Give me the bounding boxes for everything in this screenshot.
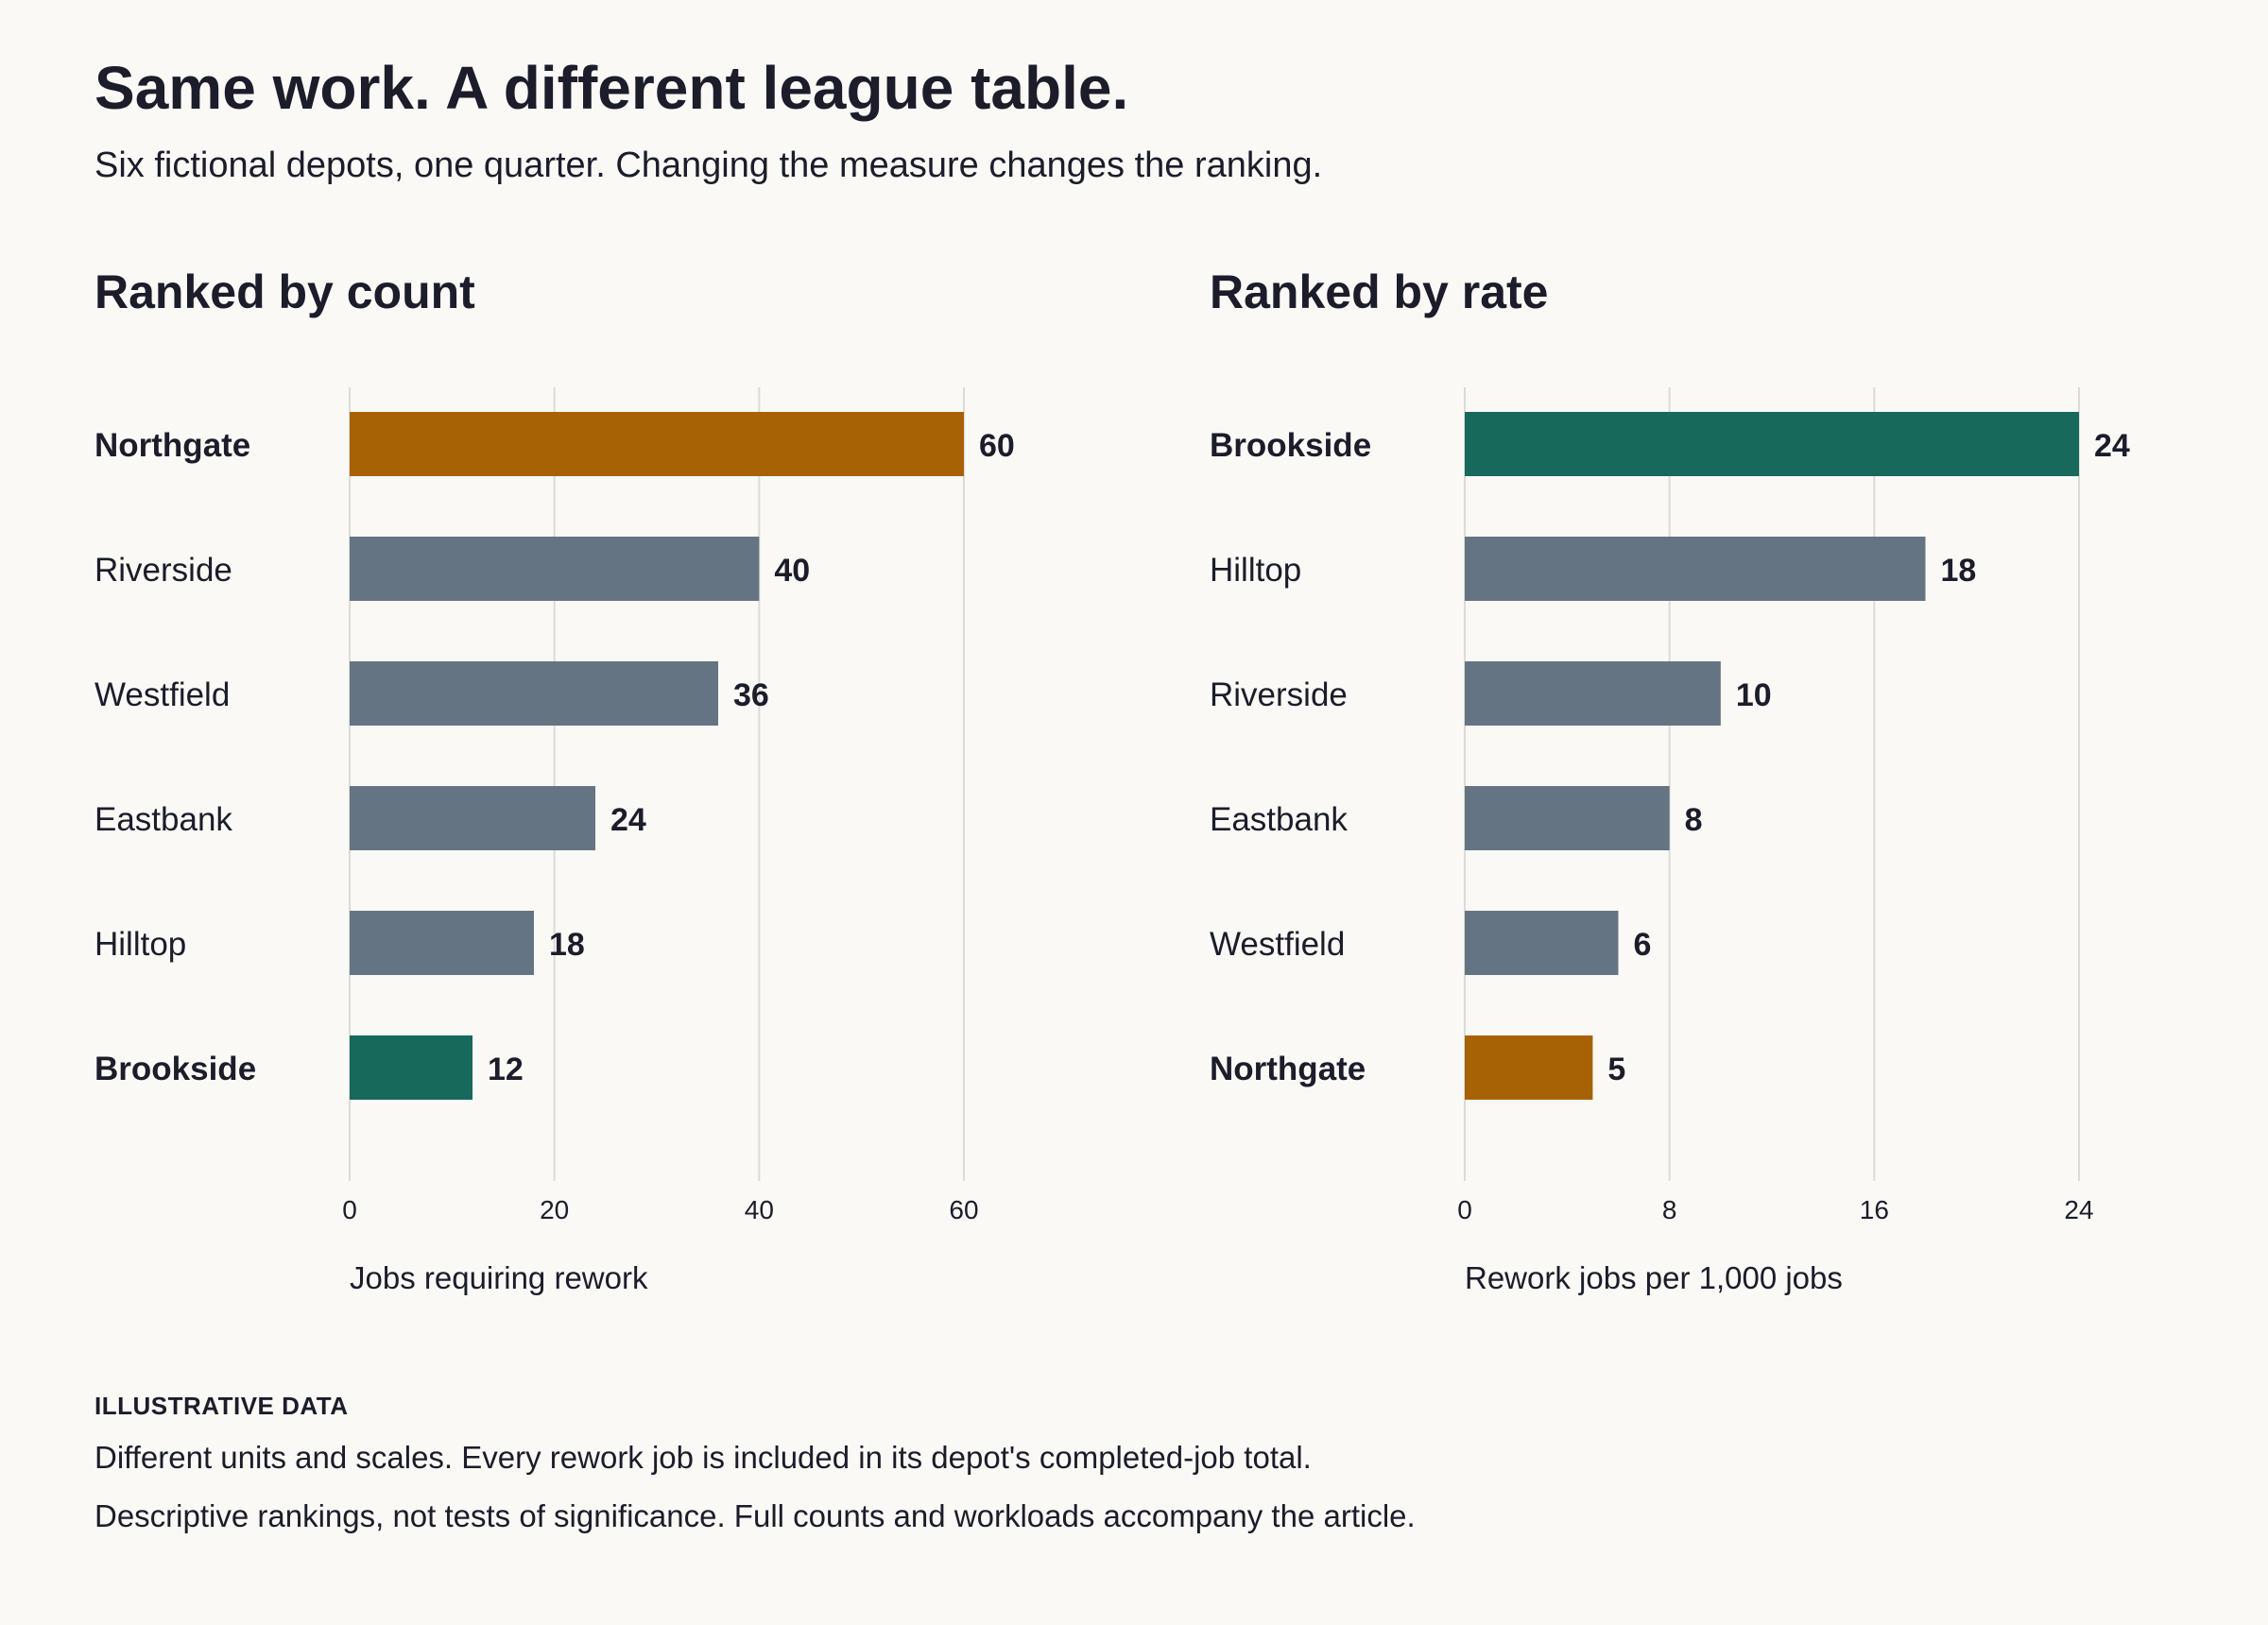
category-label: Brookside <box>94 1051 256 1087</box>
x-tick-label: 40 <box>745 1195 774 1224</box>
bar <box>350 1035 472 1100</box>
data-label: 40 <box>774 553 810 589</box>
data-label: 5 <box>1607 1052 1625 1087</box>
footer-label: ILLUSTRATIVE DATA <box>94 1392 349 1420</box>
data-label: 8 <box>1685 802 1703 838</box>
data-label: 10 <box>1736 677 1772 713</box>
category-label: Brookside <box>1210 427 1371 464</box>
x-axis-label: Rework jobs per 1,000 jobs <box>1465 1260 1843 1295</box>
data-label: 24 <box>610 802 646 838</box>
data-label: 6 <box>1634 927 1652 963</box>
bar <box>350 537 760 601</box>
x-tick-label: 0 <box>1457 1195 1472 1224</box>
category-label: Northgate <box>94 427 250 464</box>
x-tick-label: 24 <box>2064 1195 2093 1224</box>
x-tick-label: 20 <box>540 1195 569 1224</box>
footer-note-2: Descriptive rankings, not tests of signi… <box>94 1498 1416 1533</box>
data-label: 18 <box>1941 553 1977 589</box>
x-tick-label: 16 <box>1860 1195 1889 1224</box>
category-label: Eastbank <box>1210 801 1348 838</box>
bar <box>350 412 964 476</box>
panel-title-count: Ranked by count <box>94 265 475 318</box>
data-label: 60 <box>979 428 1015 464</box>
panel-title-rate: Ranked by rate <box>1210 265 1549 318</box>
bar-chart-rate: 0 8 16 24 Brookside 24 Hilltop 18 Riverside 10 Eas… <box>1210 387 2130 1295</box>
bar <box>1465 537 1926 601</box>
bar <box>350 786 595 850</box>
category-label: Riverside <box>94 552 232 589</box>
category-label: Westfield <box>1210 926 1345 963</box>
x-tick-label: 8 <box>1662 1195 1677 1224</box>
data-label: 12 <box>488 1052 524 1087</box>
x-axis-label: Jobs requiring rework <box>350 1260 648 1295</box>
chart-title: Same work. A different league table. <box>94 54 1129 122</box>
bar <box>1465 786 1670 850</box>
x-tick-label: 0 <box>342 1195 357 1224</box>
x-tick-label: 60 <box>949 1195 978 1224</box>
category-label: Riverside <box>1210 676 1348 713</box>
bar-chart-count: 0 20 40 60 Northgate 60 Riverside 40 Westfield 36… <box>94 387 1015 1295</box>
data-label: 24 <box>2094 428 2130 464</box>
footer-note-1: Different units and scales. Every rework… <box>94 1440 1312 1475</box>
bar <box>1465 661 1721 726</box>
bar <box>1465 412 2079 476</box>
bar <box>1465 911 1619 975</box>
data-label: 18 <box>549 927 585 963</box>
data-label: 36 <box>733 677 769 713</box>
category-label: Hilltop <box>1210 552 1301 589</box>
category-label: Northgate <box>1210 1051 1366 1087</box>
category-label: Westfield <box>94 676 230 713</box>
bar <box>350 911 534 975</box>
category-label: Eastbank <box>94 801 232 838</box>
chart-subtitle: Six fictional depots, one quarter. Chang… <box>94 145 1323 185</box>
bar <box>1465 1035 1593 1100</box>
category-label: Hilltop <box>94 926 186 963</box>
bar <box>350 661 718 726</box>
